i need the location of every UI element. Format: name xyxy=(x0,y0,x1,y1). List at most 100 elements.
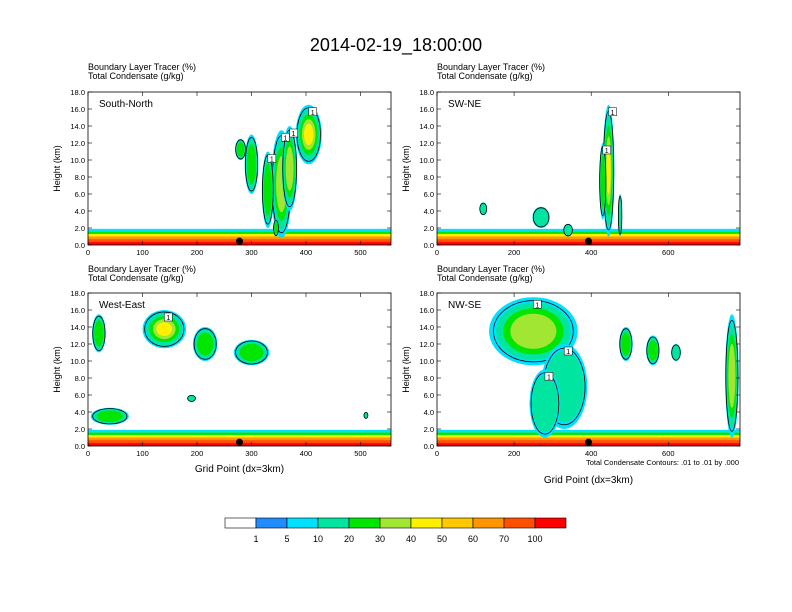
y-tick-label: 4.0 xyxy=(424,408,434,417)
colorbar-swatch xyxy=(410,517,443,529)
contour-footnote: Total Condensate Contours: .01 to .01 by… xyxy=(586,458,739,467)
contour-label-box xyxy=(289,128,298,138)
colorbar-label: 40 xyxy=(406,534,416,544)
location-marker xyxy=(585,438,592,446)
colorbar-swatch xyxy=(348,517,381,529)
x-tick-label: 100 xyxy=(136,248,149,257)
colorbar-swatch xyxy=(503,517,536,529)
tracer-cell xyxy=(600,155,606,208)
panel-label-tracer: Boundary Layer Tracer (%) xyxy=(88,62,196,72)
y-tick-label: 0.0 xyxy=(75,442,85,451)
colorbar-swatch xyxy=(472,517,505,529)
tracer-cell xyxy=(304,123,314,146)
contour-label-box xyxy=(533,300,542,309)
tracer-cell xyxy=(274,222,278,234)
x-tick-label: 0 xyxy=(435,449,439,458)
x-axis-label: Grid Point (dx=3km) xyxy=(195,464,284,475)
x-axis-label: Grid Point (dx=3km) xyxy=(544,475,633,486)
y-tick-label: 8.0 xyxy=(75,374,85,383)
y-tick-label: 18.0 xyxy=(70,88,85,97)
plot-frame xyxy=(436,292,741,447)
panel-label-condensate: Total Condensate (g/kg) xyxy=(88,71,184,81)
y-tick-label: 16.0 xyxy=(419,105,434,114)
colorbar-label: 60 xyxy=(468,534,478,544)
contour-label-box xyxy=(544,372,554,381)
y-tick-label: 6.0 xyxy=(424,190,434,199)
y-tick-label: 0.0 xyxy=(424,442,434,451)
tracer-cell xyxy=(531,374,558,433)
colorbar-swatch xyxy=(255,517,288,529)
contour-label: 1 xyxy=(611,110,615,117)
tracer-cell xyxy=(236,142,245,157)
contour-label: 1 xyxy=(566,349,570,356)
contour-label-box xyxy=(602,145,612,155)
tracer-cell xyxy=(263,163,272,216)
y-tick-label: 8.0 xyxy=(424,374,434,383)
colorbar-swatch xyxy=(441,517,474,529)
colorbar-label: 5 xyxy=(284,534,289,544)
colorbar: 1 5 10 20 30 40 50 60 70 100 xyxy=(224,517,567,544)
boundary-layer-band xyxy=(88,231,391,234)
condensate-contour xyxy=(479,202,488,216)
y-tick-label: 4.0 xyxy=(424,207,434,216)
y-tick-label: 10.0 xyxy=(419,357,434,366)
tracer-cell xyxy=(156,322,173,337)
boundary-layer-band xyxy=(437,432,740,435)
contour-label: 1 xyxy=(311,110,315,117)
condensate-contour xyxy=(646,336,660,365)
y-tick-label: 8.0 xyxy=(75,173,85,182)
y-tick-label: 6.0 xyxy=(75,391,85,400)
condensate-contour xyxy=(363,411,369,419)
y-tick-label: 6.0 xyxy=(424,391,434,400)
y-tick-label: 18.0 xyxy=(419,88,434,97)
panel-name: SW-NE xyxy=(448,99,481,110)
x-tick-label: 400 xyxy=(300,248,313,257)
panel-label-condensate: Total Condensate (g/kg) xyxy=(437,273,533,283)
y-tick-label: 0.0 xyxy=(424,241,434,250)
y-tick-label: 16.0 xyxy=(419,306,434,315)
panel-south-north: Boundary Layer Tracer (%)Total Condensat… xyxy=(52,62,392,257)
y-axis-label: Height (km) xyxy=(52,346,62,393)
condensate-contour xyxy=(92,315,106,351)
x-tick-label: 200 xyxy=(508,449,521,458)
y-axis-label: Height (km) xyxy=(401,145,411,192)
y-tick-label: 10.0 xyxy=(70,156,85,165)
y-tick-label: 2.0 xyxy=(424,425,434,434)
x-tick-label: 200 xyxy=(508,248,521,257)
tracer-cell xyxy=(94,320,104,347)
x-tick-label: 500 xyxy=(354,248,367,257)
plot-area: 1 1 1 xyxy=(437,293,740,446)
x-tick-label: 400 xyxy=(585,449,598,458)
x-tick-label: 600 xyxy=(662,248,675,257)
condensate-contour xyxy=(671,344,681,361)
panel-label-condensate: Total Condensate (g/kg) xyxy=(437,71,533,81)
location-marker xyxy=(585,237,592,245)
panel-label-condensate: Total Condensate (g/kg) xyxy=(88,273,184,283)
y-tick-label: 16.0 xyxy=(70,105,85,114)
condensate-contour xyxy=(244,137,259,192)
y-tick-label: 0.0 xyxy=(75,241,85,250)
y-tick-label: 18.0 xyxy=(419,289,434,298)
boundary-layer-band xyxy=(437,228,740,232)
condensate-contour xyxy=(563,223,573,237)
colorbar-label: 30 xyxy=(375,534,385,544)
y-tick-label: 6.0 xyxy=(75,190,85,199)
y-tick-label: 2.0 xyxy=(424,224,434,233)
contour-label: 1 xyxy=(547,375,551,382)
panel-name: West-East xyxy=(99,300,145,311)
tracer-cell xyxy=(648,340,658,361)
tracer-cell xyxy=(96,410,123,423)
condensate-contour xyxy=(144,311,185,347)
plot-area: 11 xyxy=(437,92,740,245)
boundary-layer-band xyxy=(88,432,391,435)
panel-nw-se: Boundary Layer Tracer (%)Total Condensat… xyxy=(401,264,741,486)
condensate-contour xyxy=(187,394,196,402)
contour-label-box xyxy=(164,312,173,322)
boundary-layer-band xyxy=(88,434,391,438)
plot-frame xyxy=(87,91,392,246)
y-tick-label: 16.0 xyxy=(70,306,85,315)
tracer-cell xyxy=(606,146,611,195)
contour-label-box xyxy=(563,346,573,356)
y-tick-label: 8.0 xyxy=(424,173,434,182)
